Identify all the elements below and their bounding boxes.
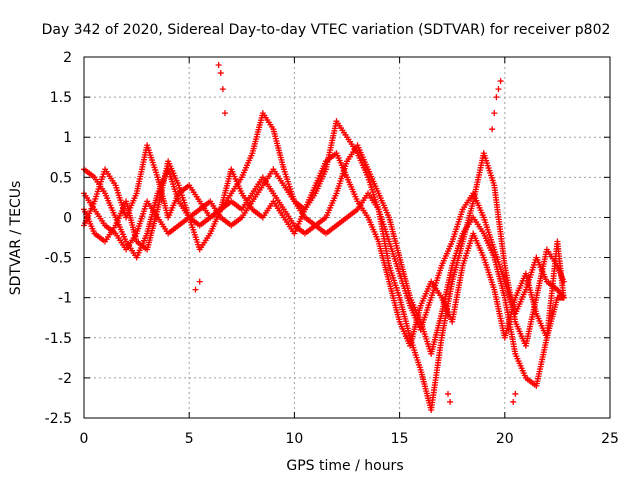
y-tick-label: 2 (63, 50, 72, 66)
data-point-outlier (495, 86, 502, 93)
data-marks (81, 62, 567, 413)
y-tick-label: 0.5 (50, 170, 72, 186)
x-tick-label: 10 (285, 431, 303, 447)
x-tick-label: 20 (496, 431, 514, 447)
data-point-outlier (447, 398, 454, 405)
data-point-outlier (491, 110, 498, 117)
x-tick-label: 15 (391, 431, 409, 447)
y-tick-label: 1 (63, 130, 72, 146)
axis-ticks: 0 5 10 15 20 25 2 1.5 1 0.5 0 -0.5 -1 -1.5 -2 -2.5 (45, 50, 619, 447)
data-point-outlier (497, 78, 504, 85)
y-tick-label: -2.5 (45, 411, 72, 427)
x-tick-label: 0 (80, 431, 89, 447)
y-tick-label: -1.5 (45, 331, 72, 347)
plot-frame (83, 56, 611, 419)
data-point-outlier (192, 286, 199, 293)
data-point-outlier (489, 126, 496, 133)
y-tick-label: -1 (58, 291, 72, 307)
data-point-outlier (215, 62, 222, 69)
data-point-track-d (560, 294, 567, 301)
data-point-outlier (219, 86, 226, 93)
y-tick-label: 1.5 (50, 90, 72, 106)
data-point-outlier (221, 110, 228, 117)
grid (84, 57, 610, 418)
data-point-track-d (559, 293, 566, 300)
data-point-outlier (512, 390, 519, 397)
data-point-outlier (493, 94, 500, 101)
x-tick-label: 5 (185, 431, 194, 447)
x-axis-label: GPS time / hours (286, 458, 403, 474)
data-point-outlier (196, 278, 203, 285)
y-axis-label: SDTVAR / TECUs (8, 181, 24, 296)
y-tick-label: -0.5 (45, 251, 72, 267)
y-tick-label: 0 (63, 210, 72, 226)
data-point-outlier (510, 398, 517, 405)
x-tick-label: 25 (601, 431, 619, 447)
data-point-outlier (217, 70, 224, 77)
data-point-outlier (444, 390, 451, 397)
chart-title: Day 342 of 2020, Sidereal Day-to-day VTE… (42, 22, 611, 38)
y-tick-label: -2 (58, 371, 72, 387)
